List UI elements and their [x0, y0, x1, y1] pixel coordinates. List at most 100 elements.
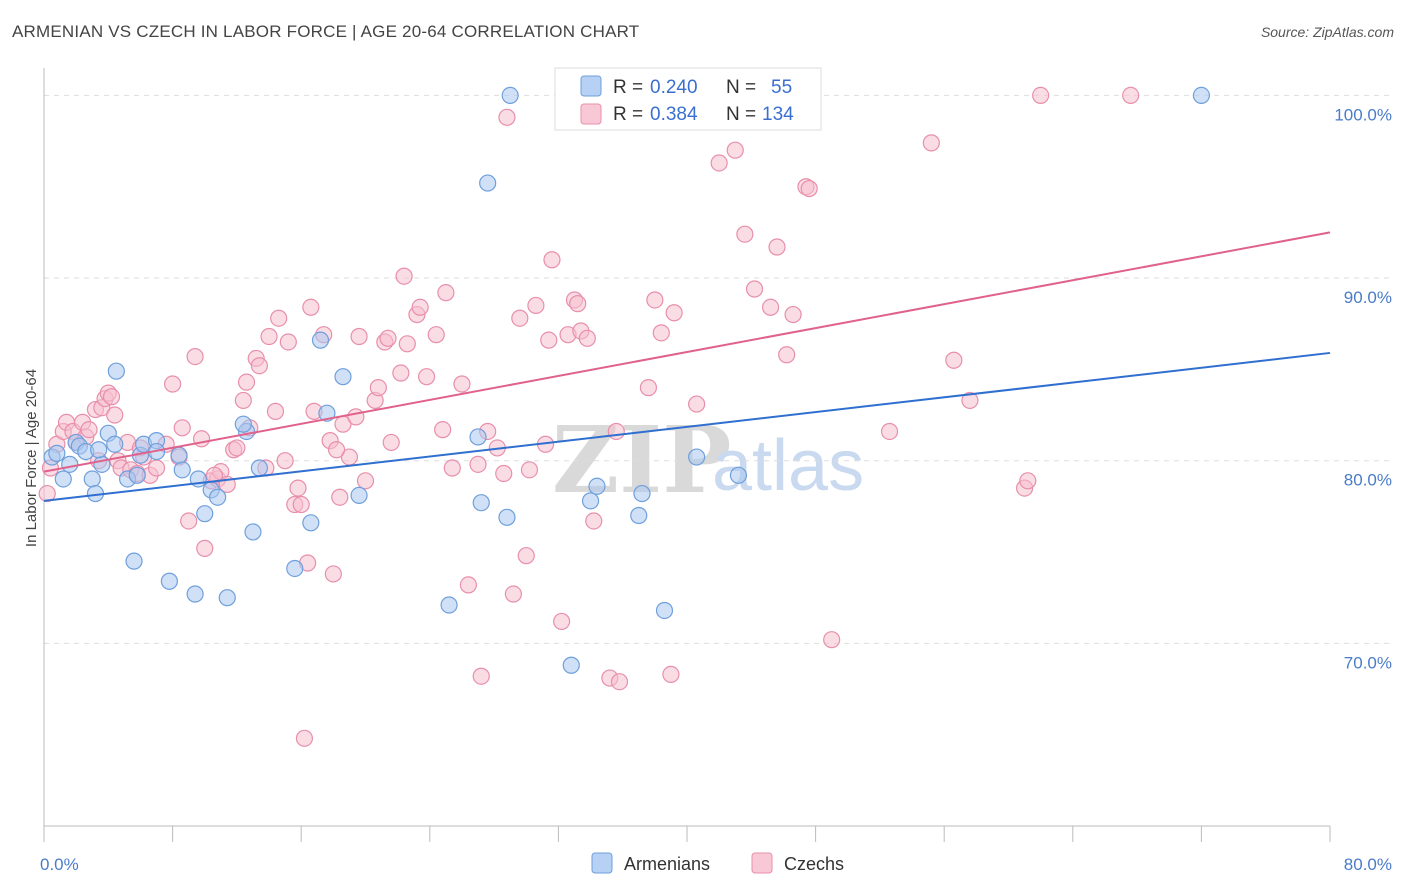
czech-point: [540, 331, 558, 349]
armenian-point: [581, 492, 600, 510]
czech-point: [646, 291, 664, 309]
czech-point: [607, 422, 625, 441]
czech-point: [295, 729, 314, 747]
czech-point: [520, 461, 539, 479]
czech-point: [379, 329, 397, 347]
czech-point: [778, 346, 796, 364]
czech-point: [398, 335, 416, 353]
armenian-point: [501, 86, 519, 104]
bottom-legend-czechs: Czechs: [784, 854, 844, 874]
czech-point: [768, 238, 786, 256]
czech-point: [324, 565, 342, 583]
czech-point: [292, 495, 310, 514]
czech-point: [585, 512, 603, 530]
czech-point: [610, 673, 629, 691]
czech-trend-line: [43, 231, 1331, 473]
czech-point: [472, 667, 490, 685]
czech-point: [417, 368, 436, 386]
czech-point: [180, 512, 198, 530]
armenian-point: [90, 441, 108, 459]
czech-point: [665, 304, 683, 322]
armenian-point: [479, 174, 497, 192]
czech-point: [276, 452, 294, 470]
czech-point: [517, 547, 535, 565]
czech-point: [823, 631, 841, 649]
czech-point: [196, 539, 214, 557]
czech-point: [427, 326, 445, 344]
y-tick-label: 100.0%: [1334, 105, 1392, 124]
czech-point: [347, 408, 365, 426]
czech-point: [459, 576, 477, 594]
czech-point: [543, 251, 561, 269]
bottom-legend: Armenians Czechs: [591, 852, 844, 874]
legend-armenians-r-value: 0.240: [650, 77, 698, 98]
czech-point: [289, 479, 307, 497]
legend-swatch-czechs: [580, 103, 602, 125]
czech-point: [469, 455, 487, 473]
legend-armenians-n-label: N =: [726, 77, 756, 98]
czech-point: [434, 421, 452, 439]
czech-point: [437, 284, 455, 302]
czech-point: [327, 441, 346, 459]
czech-point: [511, 309, 529, 327]
czech-point: [800, 179, 818, 198]
armenian-point: [334, 368, 352, 386]
czech-point: [266, 402, 285, 420]
y-tick-label: 80.0%: [1344, 471, 1392, 490]
armenian-point: [350, 486, 368, 505]
czech-point: [331, 488, 349, 506]
y-axis-title: In Labor Force | Age 20-64: [23, 369, 40, 547]
czech-point: [106, 406, 124, 424]
armenian-point: [655, 601, 674, 620]
czech-point: [164, 375, 182, 393]
armenian-point: [128, 466, 146, 484]
armenian-point: [196, 505, 214, 523]
armenian-point: [186, 585, 204, 603]
armenian-point: [440, 596, 458, 614]
legend-armenians-n-value: 55: [771, 77, 792, 98]
czech-point: [80, 421, 98, 439]
czech-point: [880, 422, 899, 441]
czech-point: [38, 484, 56, 503]
czech-point: [302, 298, 320, 316]
czech-point: [553, 612, 571, 631]
bottom-legend-swatch-armenians: [591, 852, 613, 874]
czech-point: [761, 298, 780, 316]
legend-swatch-armenians: [580, 75, 602, 97]
czech-point: [745, 280, 764, 298]
czech-point: [736, 225, 754, 243]
legend-czechs-r-label: R =: [613, 104, 643, 125]
data-points: [38, 86, 1211, 747]
czech-point: [237, 373, 256, 391]
axes: 100.0% 90.0% 80.0% 70.0% 0.0% 80.0%: [40, 68, 1392, 874]
armenian-point: [107, 362, 125, 380]
source-credit: Source: ZipAtlas.com: [1260, 24, 1394, 40]
armenian-point: [48, 444, 66, 462]
czech-point: [652, 324, 670, 342]
legend-czechs-n-label: N =: [726, 104, 756, 125]
czech-point: [382, 433, 400, 452]
czech-point: [250, 357, 269, 375]
armenian-point: [688, 448, 706, 466]
armenian-point: [311, 331, 330, 349]
x-tick-label: 0.0%: [40, 855, 79, 874]
y-tick-label: 70.0%: [1344, 653, 1392, 672]
armenian-point: [729, 466, 748, 484]
czech-point: [688, 395, 706, 413]
czech-point: [350, 327, 368, 346]
armenian-point: [170, 446, 188, 464]
armenian-point: [93, 455, 111, 473]
armenian-point: [562, 656, 580, 674]
legend-armenians-r-label: R =: [613, 77, 643, 98]
armenian-point: [83, 470, 101, 488]
legend-czechs-n-value: 134: [762, 104, 794, 125]
czech-point: [234, 391, 252, 410]
czech-point: [922, 134, 940, 152]
top-legend: R = 0.240 N = 55 R = 0.384 N = 134: [554, 67, 822, 131]
czech-point: [498, 108, 516, 126]
armenian-point: [54, 470, 72, 488]
czech-point: [260, 327, 278, 346]
czech-point: [453, 375, 471, 393]
armenian-point: [302, 514, 320, 532]
x-tick-label: 80.0%: [1344, 855, 1392, 874]
